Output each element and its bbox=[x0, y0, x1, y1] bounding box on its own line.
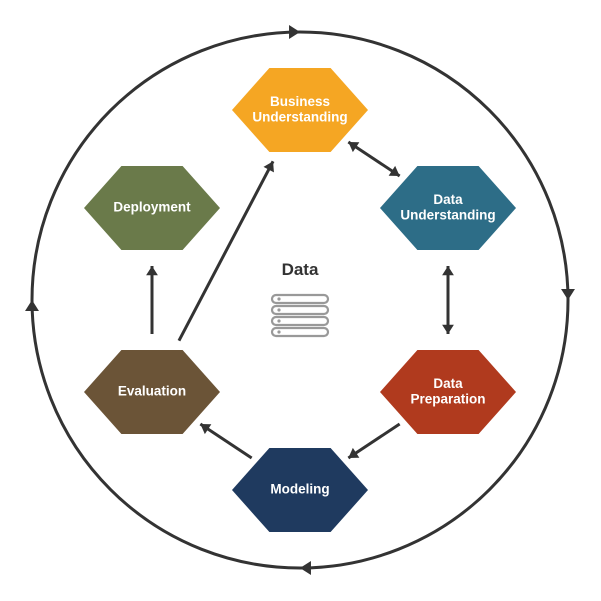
edge-biz-data bbox=[348, 142, 399, 176]
crisp-dm-diagram: BusinessUnderstandingDataUnderstandingDa… bbox=[0, 0, 601, 601]
node-business-label: Business bbox=[270, 94, 330, 109]
node-evaluation: Evaluation bbox=[84, 350, 220, 434]
node-business: BusinessUnderstanding bbox=[232, 68, 368, 152]
edge-prep-model bbox=[348, 424, 399, 458]
node-dataund: DataUnderstanding bbox=[380, 166, 516, 250]
node-modeling: Modeling bbox=[232, 448, 368, 532]
node-dataprep: DataPreparation bbox=[380, 350, 516, 434]
node-dataund-label: Data bbox=[433, 192, 463, 207]
center-data: Data bbox=[272, 260, 328, 336]
nodes: BusinessUnderstandingDataUnderstandingDa… bbox=[84, 68, 516, 532]
node-dataprep-label: Preparation bbox=[410, 391, 485, 406]
node-dataund-label: Understanding bbox=[400, 207, 495, 222]
node-dataprep-label: Data bbox=[433, 376, 463, 391]
edge-eval-deploy bbox=[146, 266, 158, 334]
edge-model-eval bbox=[200, 424, 251, 458]
node-deployment: Deployment bbox=[84, 166, 220, 250]
center-label: Data bbox=[282, 260, 319, 279]
edge-dataund-prep bbox=[442, 266, 454, 334]
node-evaluation-label: Evaluation bbox=[118, 384, 186, 399]
node-modeling-label: Modeling bbox=[270, 482, 329, 497]
node-deployment-label: Deployment bbox=[113, 200, 191, 215]
node-business-label: Understanding bbox=[252, 109, 347, 124]
